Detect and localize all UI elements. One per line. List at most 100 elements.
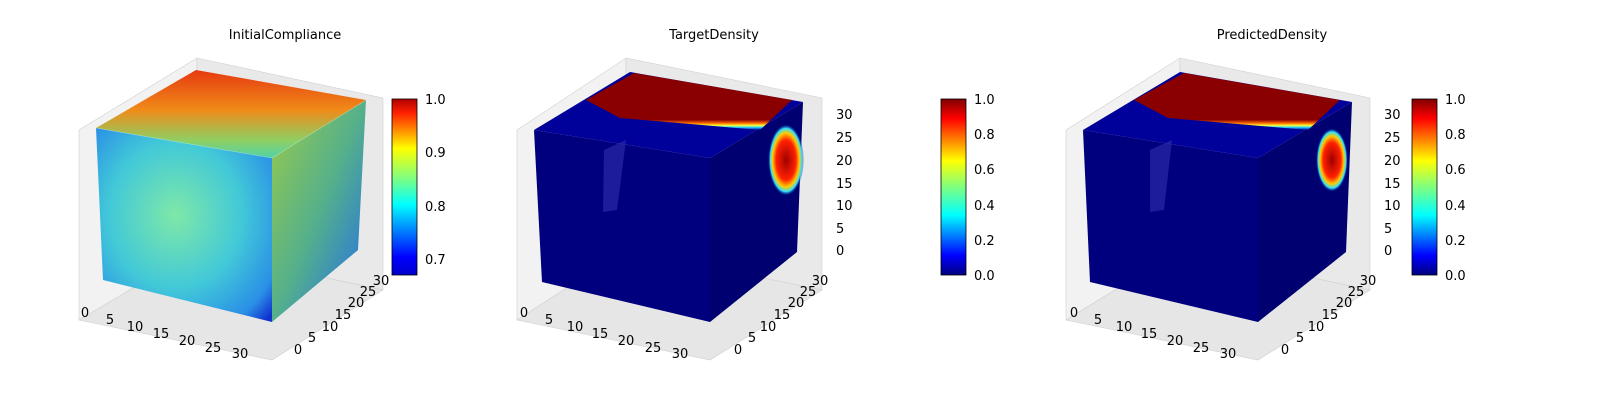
x-tick-label: 20 (179, 334, 196, 349)
voxel-cube (534, 72, 804, 322)
x-tick-label: 5 (545, 313, 553, 328)
side-material-patch (1316, 128, 1348, 192)
z-tick-label: 10 (836, 199, 853, 214)
y-tick-label: 20 (348, 296, 365, 311)
y-tick-label: 20 (1336, 296, 1353, 311)
z-axis: 0 5 10 15 20 25 30 (1384, 108, 1401, 259)
panel-title: TargetDensity (668, 28, 759, 43)
y-tick-label: 0 (1281, 343, 1289, 358)
colorbar-tick-label: 0.4 (974, 199, 995, 214)
z-tick-label: 20 (836, 154, 853, 169)
colorbar-tick-label: 0.7 (425, 253, 446, 268)
side-material-patch (768, 124, 804, 196)
x-tick-label: 5 (106, 313, 114, 328)
top-material-region (586, 73, 792, 130)
x-tick-label: 10 (127, 320, 144, 335)
x-tick-label: 0 (81, 306, 89, 321)
x-axis: 0 5 10 15 20 25 30 (81, 306, 248, 362)
x-tick-label: 25 (1193, 341, 1210, 356)
y-tick-label: 15 (335, 308, 352, 323)
colorbar-tick-label: 1.0 (425, 93, 446, 108)
colorbar-tick-label: 0.6 (974, 163, 995, 178)
y-tick-label: 25 (360, 285, 377, 300)
x-tick-label: 0 (1070, 306, 1078, 321)
colorbar-tick-label: 0.8 (974, 128, 995, 143)
z-tick-label: 0 (836, 244, 844, 259)
panel-title: InitialCompliance (229, 28, 342, 43)
z-tick-label: 25 (1384, 131, 1401, 146)
y-tick-label: 30 (812, 274, 829, 289)
cube-side-face (272, 100, 366, 322)
x-tick-label: 30 (1220, 347, 1237, 362)
x-axis: 0 5 10 15 20 25 30 (1070, 306, 1236, 362)
z-tick-label: 10 (1384, 199, 1401, 214)
colorbar-tick-label: 0.6 (1445, 163, 1466, 178)
y-tick-label: 0 (294, 343, 302, 358)
cube-front-face (96, 128, 272, 322)
z-tick-label: 5 (836, 222, 844, 237)
z-tick-label: 15 (836, 177, 853, 192)
panel-target-density: TargetDensity 0 5 10 15 20 25 30 0 5 10 (516, 28, 995, 362)
x-tick-label: 15 (153, 327, 170, 342)
colorbar-tick-label: 0.2 (974, 234, 995, 249)
x-tick-label: 25 (205, 341, 222, 356)
x-tick-label: 25 (645, 341, 662, 356)
y-tick-label: 5 (308, 331, 316, 346)
z-tick-label: 25 (836, 131, 853, 146)
colorbar-tick-label: 0.2 (1445, 234, 1466, 249)
z-axis: 0 5 10 15 20 25 30 (836, 108, 853, 259)
colorbar-tick-label: 1.0 (974, 93, 995, 108)
y-tick-label: 5 (748, 331, 756, 346)
y-tick-label: 15 (774, 308, 791, 323)
voxel-cube (95, 70, 367, 322)
colorbar-tick-label: 1.0 (1445, 93, 1466, 108)
colorbar-tick-label: 0.0 (974, 269, 995, 284)
interior-strut (1150, 140, 1172, 212)
colorbar: 0.7 0.8 0.9 1.0 (391, 93, 446, 276)
x-axis: 0 5 10 15 20 25 30 (520, 306, 688, 362)
panel-initial-compliance: InitialCompliance 0 5 10 15 20 25 30 0 (78, 28, 446, 362)
y-axis: 0 5 10 15 20 25 30 (734, 274, 828, 358)
x-tick-label: 20 (618, 334, 635, 349)
x-tick-label: 0 (520, 306, 528, 321)
z-tick-label: 0 (1384, 244, 1392, 259)
y-tick-label: 30 (373, 274, 390, 289)
x-tick-label: 30 (672, 347, 689, 362)
x-tick-label: 5 (1094, 313, 1102, 328)
colorbar-tick-label: 0.9 (425, 146, 446, 161)
x-tick-label: 15 (592, 327, 609, 342)
colorbar: 0.0 0.2 0.4 0.6 0.8 1.0 (1411, 93, 1466, 284)
y-tick-label: 25 (1348, 285, 1365, 300)
cube-top-face (96, 70, 366, 158)
y-axis: 0 5 10 15 20 25 30 (294, 274, 389, 358)
y-tick-label: 15 (1322, 308, 1339, 323)
colorbar: 0.0 0.2 0.4 0.6 0.8 1.0 (940, 93, 995, 284)
y-tick-label: 10 (1308, 320, 1325, 335)
panel-title: PredictedDensity (1217, 28, 1328, 43)
z-tick-label: 30 (836, 108, 853, 123)
voxel-cube (1083, 72, 1352, 322)
y-tick-label: 25 (800, 285, 817, 300)
y-tick-label: 5 (1296, 331, 1304, 346)
x-tick-label: 20 (1167, 334, 1184, 349)
y-tick-label: 10 (760, 320, 777, 335)
colorbar-tick-label: 0.8 (1445, 128, 1466, 143)
z-tick-label: 5 (1384, 222, 1392, 237)
colorbar-tick-label: 0.0 (1445, 269, 1466, 284)
colorbar-tick-label: 0.4 (1445, 199, 1466, 214)
y-tick-label: 0 (734, 343, 742, 358)
top-material-region (1134, 73, 1340, 130)
interior-strut (603, 140, 626, 212)
y-tick-label: 30 (1360, 274, 1377, 289)
panel-predicted-density: PredictedDensity 0 5 10 15 20 25 30 0 5 (1065, 28, 1466, 362)
z-tick-label: 15 (1384, 177, 1401, 192)
x-tick-label: 10 (1116, 320, 1133, 335)
cube-front-face (1083, 130, 1258, 322)
y-tick-label: 20 (788, 296, 805, 311)
y-axis: 0 5 10 15 20 25 30 (1281, 274, 1376, 358)
z-tick-label: 30 (1384, 108, 1401, 123)
x-tick-label: 10 (567, 320, 584, 335)
x-tick-label: 30 (232, 347, 249, 362)
y-tick-label: 10 (322, 320, 339, 335)
